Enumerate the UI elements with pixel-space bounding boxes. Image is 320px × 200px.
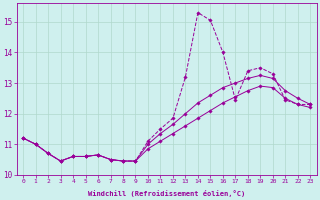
X-axis label: Windchill (Refroidissement éolien,°C): Windchill (Refroidissement éolien,°C) [88, 190, 245, 197]
